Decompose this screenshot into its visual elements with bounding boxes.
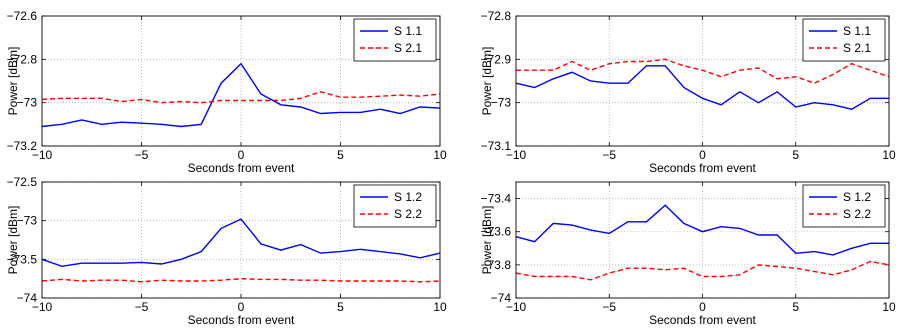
x-tick-label: 0 (699, 148, 706, 162)
y-tick-label: −72.6 (7, 9, 38, 23)
y-tick-label: −72.8 (481, 9, 512, 23)
x-tick-label: 10 (433, 300, 447, 314)
x-tick-label: −5 (602, 148, 616, 162)
y-tick-label: −73.6 (481, 225, 512, 239)
series-line-solid (41, 62, 441, 128)
legend-box (353, 184, 437, 228)
axes-frame (41, 15, 441, 147)
y-tick-label: −72.5 (7, 175, 38, 189)
y-tick-label: −73.2 (7, 139, 38, 153)
x-axis-label: Seconds from event (649, 313, 756, 327)
chart-panel-2: −10 −5 0 5 10 −73.1 −73 −72.9 −72.8 Seconds from … (480, 9, 896, 175)
axes-frame (515, 15, 890, 147)
x-tick-label: −10 (32, 300, 53, 314)
y-axis-label: Power [dBm] (480, 206, 494, 275)
y-tick-label: −72.8 (7, 52, 38, 66)
x-tick-label: 5 (792, 300, 799, 314)
x-tick-label: 0 (238, 148, 245, 162)
legend: S 1.2 S 2.2 (802, 184, 886, 228)
series-line-dashed (41, 277, 441, 283)
x-tick-label: 10 (433, 148, 447, 162)
legend-label: S 1.2 (394, 190, 422, 204)
y-tick-label: −73.5 (7, 252, 38, 266)
legend: S 1.1 S 2.1 (802, 18, 886, 62)
y-axis-label: Power [dBm] (480, 47, 494, 116)
legend-box (802, 18, 886, 62)
y-tick-label: −73 (17, 214, 38, 228)
series-line-dashed (41, 91, 441, 104)
chart-panel-4: −10 −5 0 5 10 −74 −73.8 −73.6 −73.4 Seconds from … (480, 181, 896, 327)
x-tick-label: 5 (337, 148, 344, 162)
x-axis-label: Seconds from event (649, 161, 756, 175)
x-tick-label: −10 (32, 148, 53, 162)
y-axis-label: Power [dBm] (6, 206, 20, 275)
chart-panel-1: −10 −5 0 5 10 −73.2 −73 −72.8 −72.6 Seconds from … (6, 9, 447, 175)
y-tick-label: −73 (17, 96, 38, 110)
x-tick-label: 0 (238, 300, 245, 314)
x-tick-label: −10 (506, 148, 527, 162)
series-line-dashed (516, 58, 890, 84)
x-tick-label: 5 (792, 148, 799, 162)
x-tick-label: 10 (882, 148, 896, 162)
x-tick-label: −5 (602, 300, 616, 314)
x-tick-label: 0 (699, 300, 706, 314)
y-tick-label: −74 (491, 291, 512, 305)
legend-label: S 2.2 (394, 207, 422, 221)
legend-label: S 1.1 (843, 24, 871, 38)
y-tick-label: −73 (491, 96, 512, 110)
chart-panel-3: −10 −5 0 5 10 −74 −73.5 −73 −72.5 Seconds from ev… (6, 175, 447, 327)
x-tick-label: −10 (506, 300, 527, 314)
x-tick-label: 5 (337, 300, 344, 314)
legend-label: S 2.2 (843, 207, 871, 221)
axes-frame (41, 181, 441, 299)
x-axis-label: Seconds from event (188, 313, 295, 327)
legend-box (802, 184, 886, 228)
y-tick-label: −73.1 (481, 139, 512, 153)
legend-label: S 1.2 (843, 190, 871, 204)
y-tick-label: −73.4 (481, 192, 512, 206)
x-axis-label: Seconds from event (188, 161, 295, 175)
y-tick-label: −73.8 (481, 258, 512, 272)
legend: S 1.1 S 2.1 (353, 18, 437, 62)
x-tick-label: −5 (135, 148, 149, 162)
legend-label: S 2.1 (843, 41, 871, 55)
legend-label: S 1.1 (394, 24, 422, 38)
legend: S 1.2 S 2.2 (353, 184, 437, 228)
axes-frame (515, 181, 890, 299)
x-tick-label: 10 (882, 300, 896, 314)
legend-label: S 2.1 (394, 41, 422, 55)
y-tick-label: −74 (17, 291, 38, 305)
legend-box (353, 18, 437, 62)
series-line-solid (515, 65, 889, 110)
x-tick-label: −5 (135, 300, 149, 314)
series-line-solid (41, 218, 441, 268)
y-tick-label: −72.9 (481, 52, 512, 66)
series-line-solid (515, 204, 889, 256)
y-axis-label: Power [dBm] (6, 47, 20, 116)
